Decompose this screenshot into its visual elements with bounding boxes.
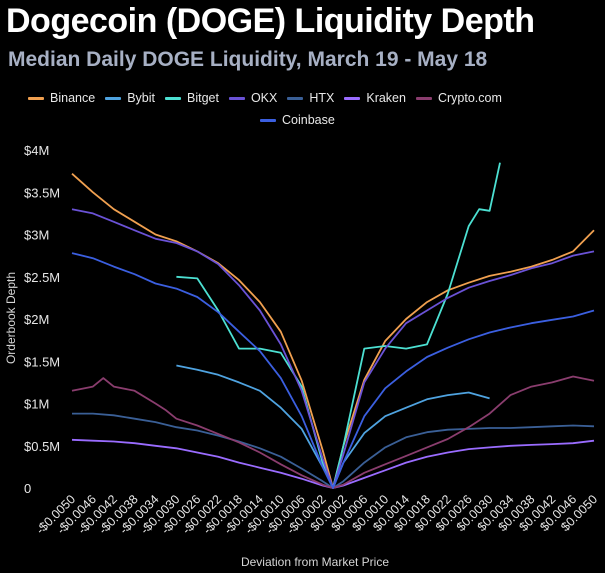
legend-swatch-coinbase bbox=[260, 118, 276, 122]
legend-item-bybit[interactable]: Bybit bbox=[105, 91, 155, 105]
y-tick-label: $1M bbox=[24, 397, 49, 412]
legend-item-coinbase[interactable]: Coinbase bbox=[260, 113, 335, 127]
legend-item-okx[interactable]: OKX bbox=[228, 91, 278, 105]
y-tick-label: $1.5M bbox=[24, 354, 60, 369]
legend-label-bybit: Bybit bbox=[127, 91, 155, 105]
legend-swatch-kraken bbox=[344, 96, 361, 100]
legend-swatch-htx bbox=[287, 96, 304, 100]
legend-row: Coinbase bbox=[28, 113, 588, 127]
y-axis-title: Orderbook Depth bbox=[4, 272, 18, 364]
legend-label-kraken: Kraken bbox=[366, 91, 406, 105]
legend-item-kraken[interactable]: Kraken bbox=[344, 91, 406, 105]
legend-label-htx: HTX bbox=[309, 91, 335, 105]
legend-item-crypto-com[interactable]: Crypto.com bbox=[415, 91, 502, 105]
chart-subtitle: Median Daily DOGE Liquidity, March 19 - … bbox=[8, 48, 488, 71]
legend-label-coinbase: Coinbase bbox=[282, 113, 335, 127]
y-tick-label: $2.5M bbox=[24, 270, 60, 285]
y-tick-label: $3.5M bbox=[24, 185, 60, 200]
series-line-bitget[interactable] bbox=[176, 162, 501, 489]
y-tick-label: $4M bbox=[24, 143, 49, 158]
legend-swatch-bybit bbox=[105, 96, 122, 100]
legend-item-bitget[interactable]: Bitget bbox=[164, 91, 219, 105]
y-tick-label: $2M bbox=[24, 312, 49, 327]
legend-label-okx: OKX bbox=[250, 91, 278, 105]
x-axis-ticks: -$0.0050-$0.0046-$0.0042-$0.0038-$0.0034… bbox=[33, 492, 600, 537]
legend-row: Binance Bybit Bitget OKX HTX Kraken Cryp… bbox=[28, 91, 588, 105]
legend-item-htx[interactable]: HTX bbox=[287, 91, 334, 105]
series-line-crypto-com[interactable] bbox=[71, 375, 595, 489]
series-line-kraken[interactable] bbox=[71, 438, 595, 489]
series-lines bbox=[71, 162, 595, 489]
y-tick-label: $0.5M bbox=[24, 439, 60, 454]
chart-title: Dogecoin (DOGE) Liquidity Depth bbox=[6, 2, 535, 40]
series-line-coinbase[interactable] bbox=[71, 252, 595, 489]
series-line-bybit[interactable] bbox=[176, 364, 490, 489]
y-axis-ticks: 0 $0.5M $1M $1.5M $2M $2.5M $3M $3.5M $4M bbox=[24, 143, 60, 496]
legend-swatch-bitget bbox=[164, 96, 181, 100]
legend-label-bitget: Bitget bbox=[186, 91, 219, 105]
legend-swatch-crypto-com bbox=[415, 96, 432, 100]
series-line-binance[interactable] bbox=[71, 173, 595, 489]
y-tick-label: $3M bbox=[24, 228, 49, 243]
y-tick-label: 0 bbox=[24, 481, 31, 496]
legend: Binance Bybit Bitget OKX HTX Kraken Cryp… bbox=[28, 91, 588, 135]
x-axis-title: Deviation from Market Price bbox=[241, 555, 389, 569]
legend-swatch-okx bbox=[228, 96, 245, 100]
legend-label-crypto-com: Crypto.com bbox=[437, 91, 502, 105]
legend-swatch-binance bbox=[28, 96, 44, 100]
legend-item-binance[interactable]: Binance bbox=[28, 91, 95, 105]
series-line-htx[interactable] bbox=[72, 412, 595, 489]
legend-label-binance: Binance bbox=[50, 91, 96, 105]
